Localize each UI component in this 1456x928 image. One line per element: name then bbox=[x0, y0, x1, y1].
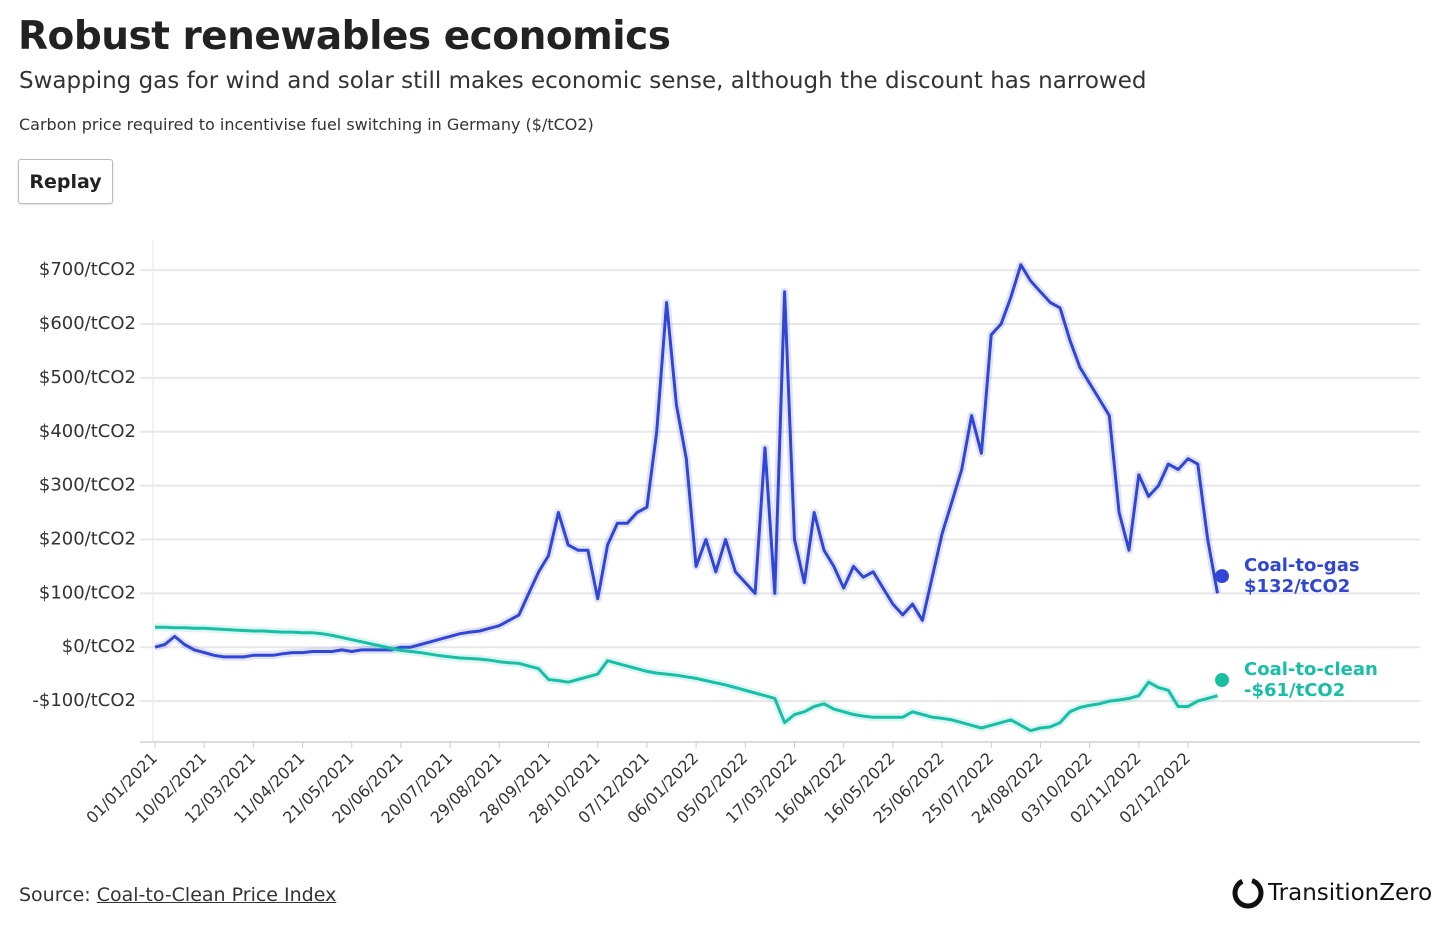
source: Source: Coal-to-Clean Price Index bbox=[19, 884, 336, 906]
y-tick-label: $400/tCO2 bbox=[39, 421, 136, 442]
chart: $700/tCO2 $600/tCO2 $500/tCO2 $400/tCO2 $300… bbox=[32, 240, 1420, 827]
line-glow bbox=[155, 623, 1219, 735]
series-line bbox=[154, 263, 1219, 659]
y-tick-label: $200/tCO2 bbox=[39, 528, 136, 549]
brand-name: TransitionZero bbox=[1268, 880, 1433, 906]
source-link[interactable]: Coal-to-Clean Price Index bbox=[96, 884, 337, 906]
y-tick-label: $700/tCO2 bbox=[39, 259, 136, 280]
caption: Carbon price required to incentivise fue… bbox=[19, 115, 594, 134]
series-end-label: $132/tCO2 bbox=[1244, 576, 1350, 597]
series-line bbox=[155, 625, 1218, 733]
source-prefix: Source: bbox=[19, 884, 91, 906]
end-dot bbox=[1215, 673, 1229, 688]
y-tick-label: $100/tCO2 bbox=[39, 582, 136, 603]
end-dot bbox=[1215, 569, 1229, 584]
series-label: Coal-to-clean bbox=[1244, 659, 1378, 680]
subtitle: Swapping gas for wind and solar still ma… bbox=[19, 68, 1147, 94]
y-tick-label: $500/tCO2 bbox=[39, 367, 136, 388]
series-label: Coal-to-gas bbox=[1244, 555, 1360, 576]
series-end-label: -$61/tCO2 bbox=[1244, 680, 1345, 701]
y-tick-label: $600/tCO2 bbox=[39, 313, 136, 334]
y-tick-label: -$100/tCO2 bbox=[32, 690, 136, 711]
y-tick-label: $0/tCO2 bbox=[62, 636, 136, 657]
title: Robust renewables economics bbox=[18, 14, 671, 59]
brand: TransitionZero bbox=[1230, 875, 1432, 911]
replay-button[interactable]: Replay bbox=[18, 159, 113, 204]
y-tick-label: $300/tCO2 bbox=[39, 475, 136, 496]
brand-logo bbox=[1232, 877, 1264, 909]
